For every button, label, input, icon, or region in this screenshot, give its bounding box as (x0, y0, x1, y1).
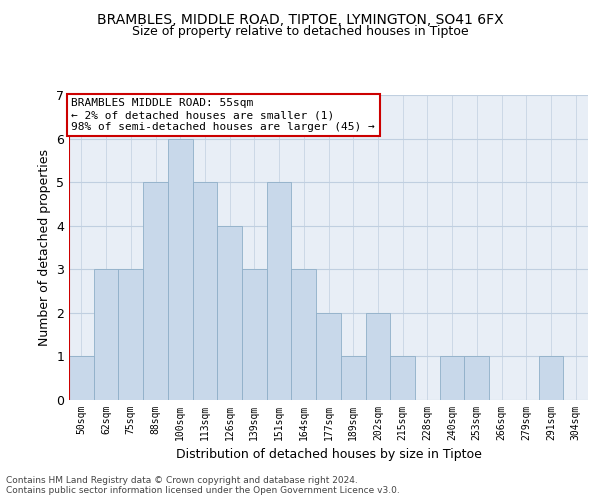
X-axis label: Distribution of detached houses by size in Tiptoe: Distribution of detached houses by size … (176, 448, 481, 462)
Bar (217, 226, 242, 400)
Bar (242, 270, 267, 400)
Bar (365, 313, 390, 400)
Bar (118, 270, 143, 400)
Bar (292, 270, 316, 400)
Y-axis label: Number of detached properties: Number of detached properties (38, 149, 50, 346)
Bar (539, 356, 563, 400)
Bar (193, 182, 217, 400)
Text: BRAMBLES, MIDDLE ROAD, TIPTOE, LYMINGTON, SO41 6FX: BRAMBLES, MIDDLE ROAD, TIPTOE, LYMINGTON… (97, 12, 503, 26)
Bar (464, 356, 489, 400)
Text: Contains HM Land Registry data © Crown copyright and database right 2024.
Contai: Contains HM Land Registry data © Crown c… (6, 476, 400, 495)
Text: BRAMBLES MIDDLE ROAD: 55sqm
← 2% of detached houses are smaller (1)
98% of semi-: BRAMBLES MIDDLE ROAD: 55sqm ← 2% of deta… (71, 98, 375, 132)
Bar (69, 356, 94, 400)
Bar (341, 356, 365, 400)
Bar (316, 313, 341, 400)
Bar (168, 138, 193, 400)
Bar (390, 356, 415, 400)
Bar (94, 270, 118, 400)
Bar (440, 356, 464, 400)
Bar (143, 182, 168, 400)
Text: Size of property relative to detached houses in Tiptoe: Size of property relative to detached ho… (131, 25, 469, 38)
Bar (267, 182, 292, 400)
